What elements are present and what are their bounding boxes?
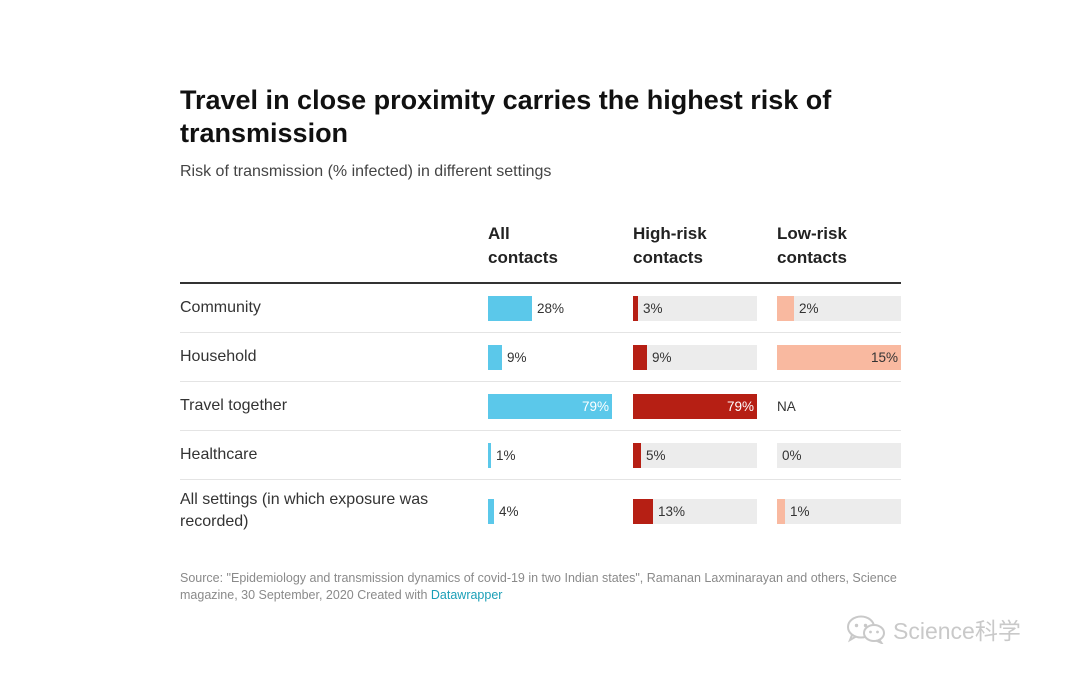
value-label: 3% [643,300,663,316]
bar-high-risk [633,442,641,468]
cell-all-contacts: 28% [488,295,612,321]
value-label: 5% [646,447,666,463]
bar-low-risk [777,295,794,321]
row-label: Travel together [180,397,288,414]
watermark: Science科学 [845,612,1021,646]
value-label: 79% [581,398,609,414]
bar-background [633,442,757,468]
created-with-text: Created with [357,588,428,602]
datawrapper-link[interactable]: Datawrapper [430,588,503,602]
table-row: All settings (in which exposure was reco… [180,480,901,542]
table-row: Travel together 79% 79% NA [180,382,901,431]
bar-background [777,295,901,321]
bar-background [633,344,757,370]
column-header-low-risk-contacts: Low-risk contacts [777,224,847,267]
column-header-high-risk-contacts: High-risk contacts [633,224,707,267]
chart-title: Travel in close proximity carries the hi… [180,85,832,148]
cell-low-risk: 1% [777,498,901,524]
cell-low-risk: 15% [777,344,901,370]
cell-all-contacts: 9% [488,344,612,370]
bar-low-risk [777,498,785,524]
table-row: Community 28% 3% 2% [180,284,901,333]
cell-high-risk: 5% [633,442,757,468]
table-row: Healthcare 1% 5% 0% [180,431,901,480]
bar-background [777,498,901,524]
table-body: Community 28% 3% 2% Household 9% 9% 15% Travel t… [180,284,901,542]
source-text: Source: "Epidemiology and transmission d… [180,571,897,602]
cell-all-contacts: 4% [488,498,612,524]
row-label: Household [180,348,257,365]
row-label: Healthcare [180,446,258,463]
bar-background [633,295,757,321]
bar-all-contacts [488,393,612,419]
bar-low-risk [777,344,901,370]
bar-high-risk [633,295,638,321]
cell-low-risk: NA [777,394,901,419]
bar-all-contacts [488,442,491,468]
row-label: Community [180,299,261,316]
value-label: 1% [496,447,516,463]
column-header-all-contacts: All contacts [488,224,558,267]
cell-high-risk: 3% [633,295,757,321]
value-label: 1% [790,503,810,519]
row-label: All settings (in which exposure was reco… [180,491,429,530]
bar-high-risk [633,344,647,370]
value-label: 28% [537,300,565,316]
value-label: 0% [782,447,802,463]
cell-high-risk: 9% [633,344,757,370]
chart-subtitle: Risk of transmission (% infected) in dif… [180,163,552,180]
watermark-text: Science科学 [893,618,1021,644]
data-table: All contacts High-risk contacts Low-risk… [180,220,901,542]
wechat-icon [847,615,885,644]
table-row: Household 9% 9% 15% [180,333,901,382]
value-label: 15% [870,349,898,365]
bar-background [777,442,901,468]
cell-all-contacts: 79% [488,393,612,419]
value-label: 9% [652,349,672,365]
bar-background [633,498,757,524]
table-header: All contacts High-risk contacts Low-risk… [180,220,901,284]
value-label: 79% [726,398,754,414]
cell-high-risk: 13% [633,498,757,524]
bar-all-contacts [488,498,494,524]
bar-all-contacts [488,344,502,370]
bar-high-risk [633,498,653,524]
bar-all-contacts [488,295,532,321]
source-note: Source: "Epidemiology and transmission d… [180,570,900,604]
bar-high-risk [633,393,757,419]
na-label: NA [777,398,796,414]
value-label: 13% [658,503,686,519]
cell-low-risk: 2% [777,295,901,321]
value-label: 4% [499,503,519,519]
cell-low-risk: 0% [777,442,901,468]
value-label: 9% [507,349,527,365]
value-label: 2% [799,300,819,316]
cell-high-risk: 79% [633,393,757,419]
cell-all-contacts: 1% [488,442,612,468]
